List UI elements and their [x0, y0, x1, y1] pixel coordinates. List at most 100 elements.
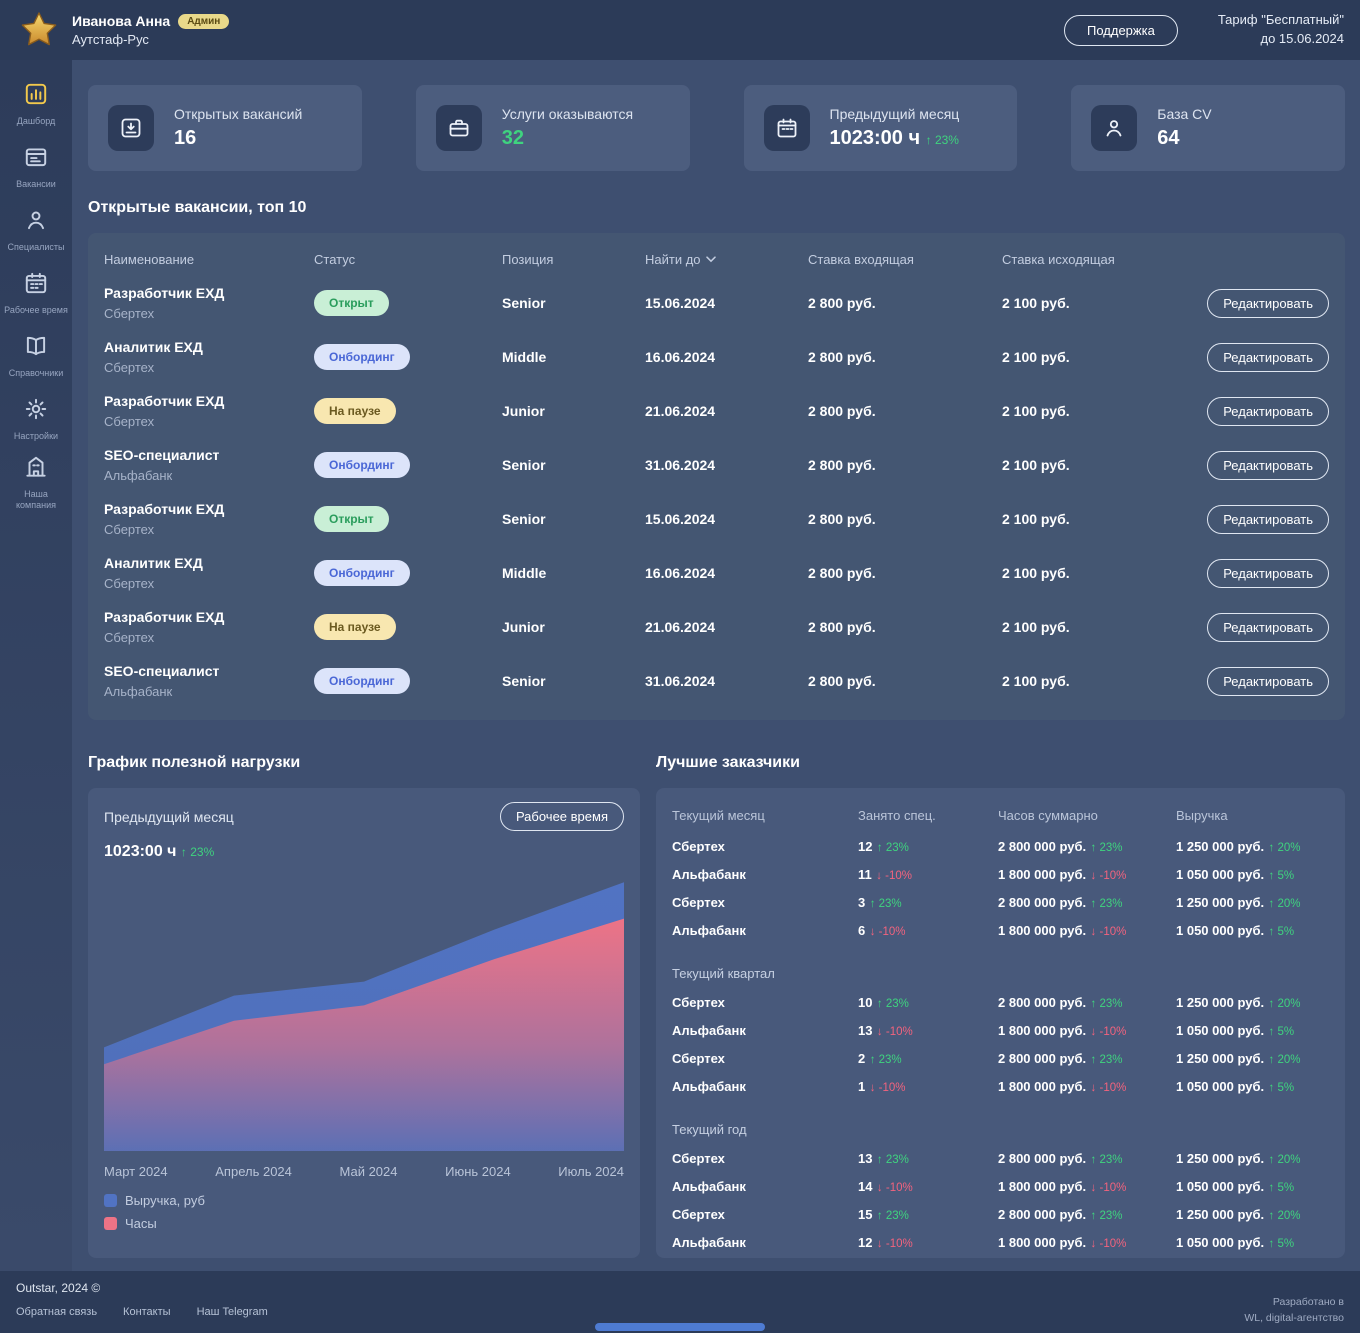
- footer-links: Обратная связь Контакты Наш Telegram: [16, 1306, 268, 1318]
- client-hours-delta: ↓ -10%: [1090, 870, 1127, 882]
- col-rate-out: Ставка исходящая: [1002, 252, 1115, 267]
- client-revenue-delta: ↑ 20%: [1268, 1210, 1301, 1222]
- vacancy-company: Альфабанк: [104, 468, 173, 483]
- vacancy-rate-out: 2 100 руб.: [1002, 565, 1070, 581]
- client-hours-delta: ↑ 23%: [1090, 842, 1123, 854]
- worktime-button[interactable]: Рабочее время: [499, 802, 624, 831]
- support-button[interactable]: Поддержка: [1063, 14, 1178, 46]
- company-icon: [23, 454, 49, 485]
- vacancy-rate-out: 2 100 руб.: [1002, 295, 1070, 311]
- client-hours-delta: ↓ -10%: [1090, 1026, 1127, 1038]
- table-row: Разработчик ЕХД Сбертех Открыт Senior 15…: [104, 492, 1329, 546]
- table-row: SEO-специалист Альфабанк Онбординг Senio…: [104, 654, 1329, 708]
- vacancy-rate-in: 2 800 руб.: [808, 403, 876, 419]
- worktime-icon: [23, 270, 49, 301]
- footer-link[interactable]: Обратная связь: [16, 1306, 98, 1318]
- edit-button[interactable]: Редактировать: [1207, 450, 1329, 480]
- footer-left: Outstar, 2024 © Обратная связь Контакты На…: [16, 1281, 268, 1325]
- edit-button[interactable]: Редактировать: [1207, 666, 1329, 696]
- vacancy-rate-out: 2 100 руб.: [1002, 349, 1070, 365]
- client-spec-count: 15: [858, 1207, 873, 1222]
- sidebar-item-label: Специалисты: [7, 242, 65, 253]
- sidebar-item-vacancies[interactable]: Вакансии: [1, 137, 71, 197]
- status-badge: На паузе: [314, 398, 396, 424]
- sidebar-item-label: Справочники: [8, 368, 64, 379]
- edit-button[interactable]: Редактировать: [1207, 288, 1329, 318]
- col-position: Позиция: [502, 252, 554, 267]
- client-spec-delta: ↑ 23%: [876, 1154, 909, 1166]
- col-deadline-sort[interactable]: Найти до: [645, 252, 808, 267]
- client-spec-delta: ↑ 23%: [876, 998, 909, 1010]
- person-icon: [1091, 105, 1138, 151]
- client-hours-delta: ↑ 23%: [1090, 1054, 1123, 1066]
- stat-delta: ↑ 23%: [925, 133, 959, 147]
- client-spec-delta: ↑ 23%: [869, 898, 902, 910]
- vacancy-deadline: 21.06.2024: [645, 619, 716, 635]
- footer-link[interactable]: Наш Telegram: [196, 1306, 268, 1318]
- dashboard-icon: [23, 81, 49, 112]
- edit-button[interactable]: Редактировать: [1207, 342, 1329, 372]
- sidebar-item-specialists[interactable]: Специалисты: [1, 200, 71, 260]
- sidebar-item-worktime[interactable]: Рабочее время: [1, 263, 71, 323]
- client-row: Сбертех 3 ↑ 23% 2 800 000 руб. ↑ 23% 1 2…: [672, 889, 1329, 917]
- footer-credit-line1: Разработано в: [1272, 1296, 1344, 1308]
- footer-link[interactable]: Контакты: [123, 1306, 171, 1318]
- bottom-row: График полезной нагрузки Предыдущий меся…: [88, 754, 1345, 1258]
- edit-button[interactable]: Редактировать: [1207, 612, 1329, 642]
- vacancy-position: Middle: [502, 565, 547, 581]
- edit-button[interactable]: Редактировать: [1207, 504, 1329, 534]
- stat-label: Услуги оказываются: [501, 106, 634, 122]
- references-icon: [23, 333, 49, 364]
- sidebar-item-label: Рабочее время: [4, 305, 68, 316]
- col-rate-in: Ставка входящая: [808, 252, 914, 267]
- client-row: Альфабанк 1 ↓ -10% 1 800 000 руб. ↓ -10%…: [672, 1073, 1329, 1101]
- client-name: Сбертех: [672, 895, 725, 910]
- client-hours-delta: ↑ 23%: [1090, 898, 1123, 910]
- sidebar-item-references[interactable]: Справочники: [1, 326, 71, 386]
- app-footer: Outstar, 2024 © Обратная связь Контакты На…: [0, 1271, 1360, 1333]
- client-hours-sum: 2 800 000 руб.: [998, 839, 1087, 854]
- legend-swatch: [104, 1217, 117, 1230]
- tariff-info: Тариф "Бесплатный" до 15.06.2024: [1218, 11, 1344, 49]
- vacancy-company: Альфабанк: [104, 684, 173, 699]
- sidebar-item-company[interactable]: Наша компания: [1, 452, 71, 512]
- client-spec-delta: ↓ -10%: [869, 1082, 906, 1094]
- load-chart-title: График полезной нагрузки: [88, 754, 301, 771]
- stat-value: 1023:00 ч ↑ 23%: [829, 127, 959, 149]
- body-row: Дашборд Вакансии Специалисты Рабочее вре…: [0, 60, 1360, 1271]
- vacancy-rate-in: 2 800 руб.: [808, 349, 876, 365]
- vacancy-company: Сбертех: [104, 522, 155, 537]
- vacancy-rate-in: 2 800 руб.: [808, 457, 876, 473]
- edit-button[interactable]: Редактировать: [1207, 396, 1329, 426]
- edit-button[interactable]: Редактировать: [1207, 558, 1329, 588]
- stat-label: База CV: [1157, 106, 1212, 122]
- client-name: Альфабанк: [672, 923, 746, 938]
- legend-label: Часы: [125, 1216, 157, 1231]
- vacancy-company: Сбертех: [104, 576, 155, 591]
- client-row: Сбертех 12 ↑ 23% 2 800 000 руб. ↑ 23% 1 …: [672, 833, 1329, 861]
- vacancy-rate-out: 2 100 руб.: [1002, 673, 1070, 689]
- vacancy-rate-in: 2 800 руб.: [808, 673, 876, 689]
- clients-period-label: Текущий месяц: [672, 808, 765, 823]
- load-chart-column: График полезной нагрузки Предыдущий меся…: [88, 754, 640, 1258]
- vacancies-title: Открытые вакансии, топ 10: [88, 199, 307, 216]
- client-name: Альфабанк: [672, 1235, 746, 1250]
- client-row: Сбертех 15 ↑ 23% 2 800 000 руб. ↑ 23% 1 …: [672, 1201, 1329, 1229]
- horizontal-scrollbar-thumb[interactable]: [595, 1323, 765, 1331]
- sidebar-item-settings[interactable]: Настройки: [1, 389, 71, 449]
- client-revenue: 1 050 000 руб.: [1176, 1235, 1265, 1250]
- status-badge: На паузе: [314, 614, 396, 640]
- services-icon: [435, 105, 482, 151]
- vacancy-position: Senior: [502, 295, 546, 311]
- client-row: Альфабанк 12 ↓ -10% 1 800 000 руб. ↓ -10…: [672, 1229, 1329, 1257]
- client-revenue: 1 250 000 руб.: [1176, 895, 1265, 910]
- calendar-icon: [763, 105, 810, 151]
- stat-card-cv-base: База CV 64: [1071, 85, 1345, 171]
- sidebar-item-dashboard[interactable]: Дашборд: [1, 74, 71, 134]
- client-spec-count: 13: [858, 1023, 873, 1038]
- vacancy-rate-out: 2 100 руб.: [1002, 457, 1070, 473]
- client-hours-delta: ↓ -10%: [1090, 1082, 1127, 1094]
- client-revenue-delta: ↑ 5%: [1268, 1026, 1295, 1038]
- vacancy-name: SEO-специалист: [104, 663, 220, 679]
